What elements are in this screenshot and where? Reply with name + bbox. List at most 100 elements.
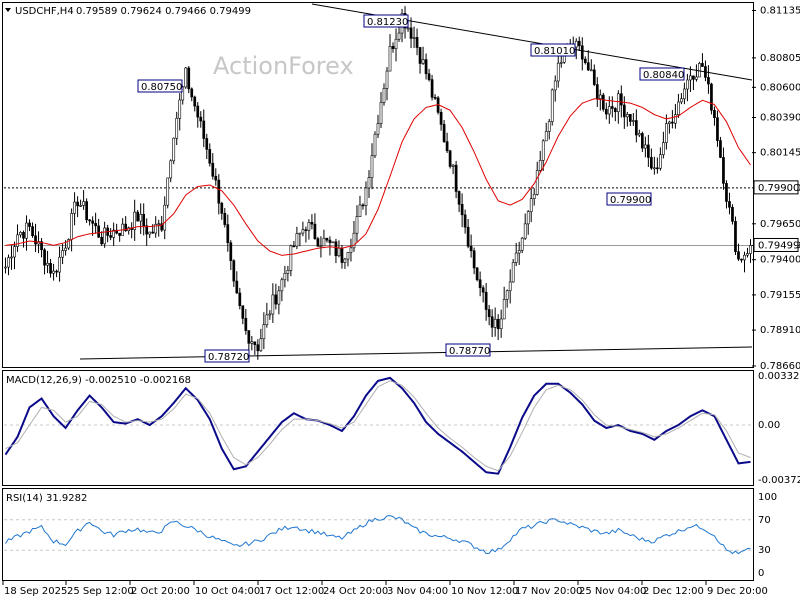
candle-body [274,294,278,305]
candle-body [472,250,476,269]
candle-body [61,250,64,258]
price-annotation: 0.79900 [606,192,652,206]
candle-body [457,191,461,205]
candle-body [259,338,263,352]
candle-body [49,263,52,274]
candle-body [451,164,455,167]
price-annotation: 0.80840 [639,67,685,81]
annotation-label: 0.81230 [367,17,408,28]
candle-body [622,104,626,118]
candle-body [112,229,115,238]
candle-body [631,120,635,122]
rsi-line [5,515,751,555]
candle-body [124,223,128,231]
candle-body [589,69,593,72]
candle-body [199,116,203,122]
candle-body [268,313,272,316]
candle-body [544,131,548,142]
rsi-tick-label: 100 [758,492,777,503]
candle-body [7,257,10,268]
candle-body [526,211,530,225]
candle-body [397,32,401,40]
candle-body [385,70,389,89]
candle-body [550,89,554,122]
candle-body [193,96,197,107]
candle-body [466,226,470,247]
candle-body [442,124,446,142]
candle-body [247,330,251,344]
candle-body [346,252,350,260]
candle-body [538,160,542,171]
price-layer: 0.80750 0.78720 0.81230 0.78770 0.81010 0.808… [4,3,753,363]
candle-body [701,63,704,67]
candle-body [523,223,527,239]
candle-body [532,193,536,199]
candle-body [686,79,689,90]
candle-body [668,121,671,124]
annotation-label: 0.79900 [610,195,651,206]
candle-body [695,76,698,80]
candle-body [556,62,560,82]
candle-body [88,219,91,222]
x-tick-label: 10 Oct 04:00 [195,586,260,597]
candle-body [136,211,140,222]
candle-body [517,250,521,254]
candle-body [337,247,341,257]
candle-body [343,258,347,263]
candle-body [547,121,551,132]
candle-body [391,46,395,49]
candle-body [295,233,299,247]
candle-body [328,239,332,243]
symbol-header: USDCHF,H4 0.79589 0.79624 0.79466 0.7949… [5,6,251,17]
price-annotation: 0.78770 [445,343,491,357]
candle-body [319,245,323,248]
candle-body [16,234,19,247]
x-tick-label: 25 Nov 04:00 [579,586,646,597]
candle-body [76,201,79,207]
candle-body [481,287,485,293]
x-tick-label: 18 Sep 2025 [4,586,67,597]
candle-body [746,253,749,256]
candle-body [184,67,188,88]
candle-body [67,239,70,249]
candle-body [286,270,290,274]
candle-body [601,94,605,110]
candle-body [13,246,16,258]
candle-body [34,235,37,245]
candle-body [148,231,152,235]
candle-body [406,27,410,30]
candle-body [52,270,55,274]
price-tick-label: 0.80145 [760,148,800,159]
candle-body [40,241,43,251]
annotation-box [445,343,491,357]
price-tick-label: 0.81135 [760,5,800,16]
candle-body [674,114,677,124]
x-tick-label: 9 Dec 20:00 [707,586,768,597]
candle-body [307,222,311,231]
candle-body [64,247,67,251]
candle-body [211,162,215,177]
candle-body [220,202,224,214]
dropdown-triangle-icon[interactable] [5,8,11,12]
candle-body [301,229,305,234]
moving-average-line [5,98,751,256]
candle-body [644,144,647,149]
candle-body [25,222,28,239]
candle-body [256,344,260,352]
candle-body [103,227,106,245]
candle-body [647,144,650,158]
symbol-label: USDCHF,H4 [15,6,74,17]
candle-body [271,294,275,315]
candle-body [283,272,287,281]
candle-body [253,341,257,346]
candle-body [707,77,710,85]
candle-body [607,106,611,115]
price-annotation: 0.80750 [137,79,183,93]
candle-body [613,108,617,113]
candle-body [737,251,740,260]
candle-body [475,267,479,281]
candle-body [427,73,431,80]
candle-body [325,237,329,241]
candle-body [304,229,308,232]
macd-tick-label: -0.003723 [758,475,800,486]
